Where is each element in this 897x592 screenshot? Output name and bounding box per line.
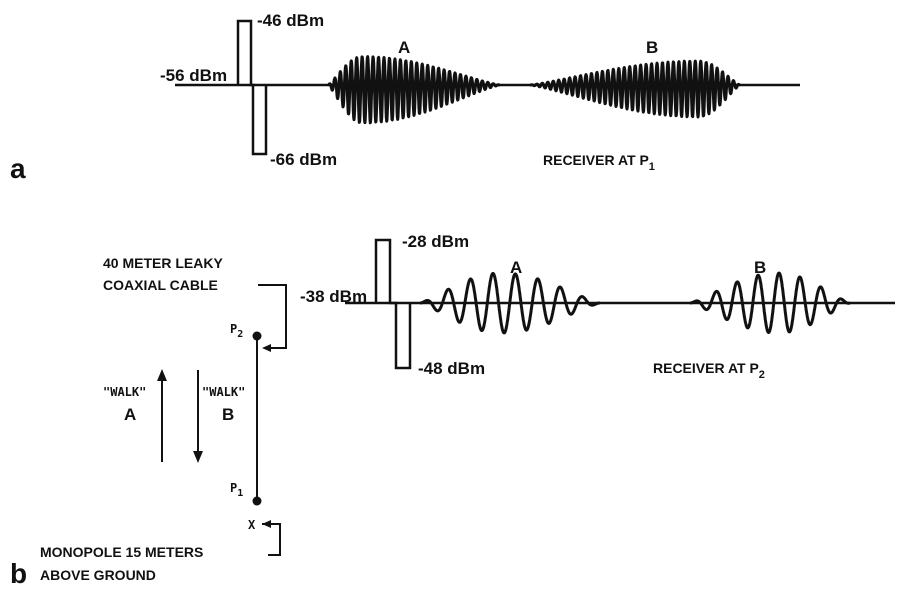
cable-leader-line <box>258 284 287 349</box>
walk-a-arrowhead <box>157 369 167 381</box>
cable-label-line1: 40 METER LEAKY <box>103 255 223 271</box>
panel-b-waveform <box>418 271 852 335</box>
panel-a-event-a-label: A <box>398 38 410 57</box>
panel-b: -28 dBm -38 dBm -48 dBm A B RECEIVER AT … <box>10 232 895 589</box>
panel-b-receiver-label: RECEIVER AT P2 <box>653 360 765 381</box>
walk-b-letter: B <box>222 405 234 424</box>
monopole-label-line1: MONOPOLE 15 METERS <box>40 544 203 560</box>
panel-b-cal-high-label: -28 dBm <box>402 232 469 251</box>
walk-a-letter: A <box>124 405 136 424</box>
walk-a-quote: "WALK" <box>103 385 146 399</box>
panel-b-cal-low-label: -48 dBm <box>418 359 485 378</box>
panel-b-letter: b <box>10 558 27 589</box>
cable-leader-arrowhead <box>262 344 271 352</box>
panel-a-cal-low-label: -66 dBm <box>270 150 337 169</box>
p1-label: P1 <box>230 481 243 499</box>
panel-b-reference-level-label: -38 dBm <box>300 287 367 306</box>
panel-a: -46 dBm -56 dBm -66 dBm A B RECEIVER AT … <box>10 11 800 184</box>
walk-b-arrowhead <box>193 451 203 463</box>
panel-a-cal-high-label: -46 dBm <box>257 11 324 30</box>
monopole-leader-line <box>262 523 281 556</box>
monopole-leader-arrowhead <box>262 520 271 528</box>
panel-a-calibration-pulse <box>236 19 268 156</box>
walk-b-quote: "WALK" <box>202 385 245 399</box>
panel-a-reference-level-label: -56 dBm <box>160 66 227 85</box>
p2-label: P2 <box>230 322 243 340</box>
monopole-label-line2: ABOVE GROUND <box>40 567 156 583</box>
panel-b-event-b-label: B <box>754 258 766 277</box>
p2-node <box>252 331 262 341</box>
p1-node <box>252 496 262 506</box>
panel-a-event-b-label: B <box>646 38 658 57</box>
panel-b-event-a-label: A <box>510 258 522 277</box>
x-mark: X <box>248 518 256 532</box>
panel-a-receiver-label: RECEIVER AT P1 <box>543 152 655 173</box>
panel-a-letter: a <box>10 153 26 184</box>
cable-label-line2: COAXIAL CABLE <box>103 277 218 293</box>
panel-a-waveform <box>326 55 742 125</box>
panel-b-calibration-pulse <box>374 238 412 370</box>
